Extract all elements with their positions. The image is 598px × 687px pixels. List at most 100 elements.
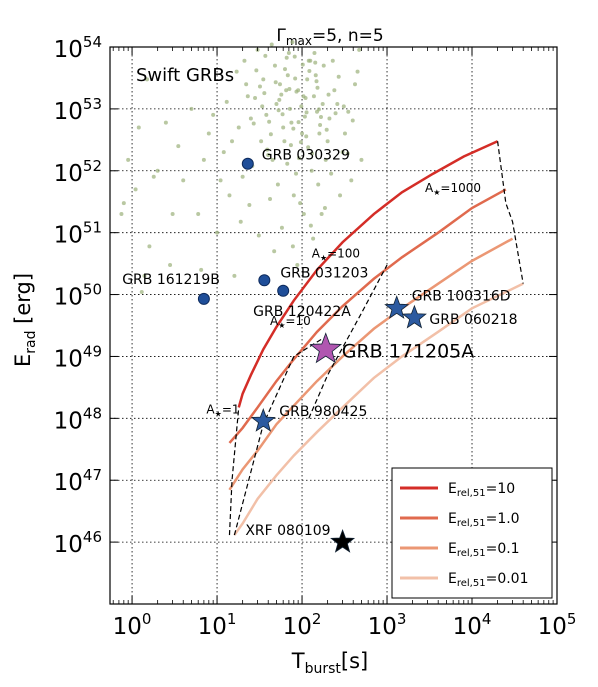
swift-grb-point bbox=[142, 273, 147, 278]
swift-grb-point bbox=[301, 212, 306, 217]
astar-label: A★=100 bbox=[312, 246, 360, 262]
swift-grb-point bbox=[274, 101, 279, 106]
swift-grb-point bbox=[318, 114, 323, 119]
title-sub: max bbox=[286, 34, 312, 48]
swift-grb-point bbox=[256, 233, 261, 238]
swift-grb-point bbox=[273, 80, 278, 85]
y-tick-label: 1047 bbox=[54, 466, 102, 496]
swift-grb-point bbox=[279, 92, 284, 97]
astar-label: A★=1000 bbox=[425, 181, 481, 197]
swift-grb-point bbox=[155, 168, 160, 173]
x-tick-label: 104 bbox=[453, 610, 492, 640]
swift-grb-point bbox=[254, 68, 259, 73]
swift-grb-point bbox=[275, 182, 280, 187]
plot-frame bbox=[109, 46, 558, 605]
swift-grb-point bbox=[211, 112, 216, 117]
swift-grb-point bbox=[267, 119, 272, 124]
swift-grb-point bbox=[236, 125, 241, 130]
swift-grb-point bbox=[266, 152, 271, 157]
swift-grb-point bbox=[244, 82, 249, 87]
swift-grb-point bbox=[277, 97, 282, 102]
y-tick-label: 1050 bbox=[54, 281, 102, 311]
swift-grb-point bbox=[316, 182, 321, 187]
swift-grb-point bbox=[304, 110, 309, 115]
swift-grb-point bbox=[253, 95, 258, 100]
title-gamma: Γ bbox=[276, 26, 286, 46]
x-tick-label: 102 bbox=[283, 610, 322, 640]
grb-point-label: GRB 120422A bbox=[253, 304, 351, 320]
legend-label: Erel,51=0.01 bbox=[448, 571, 529, 589]
swift-grb-point bbox=[359, 157, 364, 162]
swift-grb-point bbox=[176, 144, 181, 149]
astar-label: A★=1 bbox=[206, 402, 239, 418]
legend-label: Erel,51=10 bbox=[448, 481, 515, 499]
swift-grb-point bbox=[272, 249, 277, 254]
legend-box bbox=[391, 467, 553, 599]
swift-grb-point bbox=[311, 236, 316, 241]
swift-grb-point bbox=[320, 101, 325, 106]
swift-grb-point bbox=[288, 143, 293, 148]
swift-grb-point bbox=[277, 82, 282, 87]
grb-point bbox=[277, 284, 290, 297]
energy-curve-10 bbox=[237, 140, 499, 408]
swift-grb-point bbox=[268, 132, 273, 137]
swift-grb-point bbox=[247, 202, 252, 207]
swift-grb-point bbox=[286, 50, 291, 55]
swift-grb-point bbox=[330, 58, 335, 63]
swift-grb-point bbox=[307, 68, 312, 73]
x-axis-label: Tburst[s] bbox=[291, 649, 368, 677]
swift-grb-point bbox=[265, 147, 270, 152]
swift-grb-point bbox=[329, 171, 334, 176]
energy-curve-0.01 bbox=[233, 282, 524, 536]
swift-grb-point bbox=[257, 84, 262, 89]
swift-grb-point bbox=[292, 54, 297, 59]
y-tick-label: 1054 bbox=[54, 33, 102, 63]
swift-grb-point bbox=[126, 157, 131, 162]
swift-grb-point bbox=[316, 107, 321, 112]
swift-grb-point bbox=[121, 201, 126, 206]
grb-point-label: GRB 030329 bbox=[262, 148, 350, 164]
swift-grb-point bbox=[133, 187, 138, 192]
energy-curve-1.0 bbox=[228, 188, 507, 444]
grb-point bbox=[241, 157, 254, 170]
swift-grb-point bbox=[302, 114, 307, 119]
swift-grb-point bbox=[230, 139, 235, 144]
swift-grb-point bbox=[259, 139, 264, 144]
swift-grb-point bbox=[189, 106, 194, 111]
swift-grb-point bbox=[299, 104, 304, 109]
swift-grb-point bbox=[240, 174, 245, 179]
swift-grb-point bbox=[315, 85, 320, 90]
title-rest: =5, n=5 bbox=[312, 26, 384, 46]
swift-grb-point bbox=[323, 157, 328, 162]
grb-point-label: GRB 031203 bbox=[280, 265, 368, 281]
energy-curve-0.1 bbox=[228, 237, 514, 491]
swift-grb-point bbox=[291, 126, 296, 131]
swift-grb-point bbox=[224, 99, 229, 104]
swift-grb-point bbox=[251, 121, 256, 126]
swift-grb-point bbox=[336, 74, 341, 79]
swift-grb-point bbox=[139, 289, 144, 294]
legend-label: Erel,51=1.0 bbox=[448, 511, 520, 529]
swift-grb-point bbox=[279, 225, 284, 230]
y-tick-label: 1052 bbox=[54, 157, 102, 187]
swift-grb-point bbox=[309, 168, 314, 173]
swift-grb-point bbox=[232, 273, 237, 278]
swift-grb-point bbox=[291, 193, 296, 198]
swift-grb-point bbox=[269, 42, 274, 47]
swift-grb-point bbox=[221, 150, 226, 155]
swift-grb-point bbox=[290, 40, 295, 45]
y-tick-label: 1051 bbox=[54, 219, 102, 249]
y-tick-label: 1049 bbox=[54, 342, 102, 372]
swift-grb-point bbox=[261, 77, 266, 82]
swift-grb-point bbox=[201, 157, 206, 162]
swift-grb-point bbox=[163, 120, 168, 125]
swift-grb-point bbox=[196, 212, 201, 217]
swift-grb-point bbox=[308, 223, 313, 228]
swift-grb-point bbox=[272, 63, 277, 68]
star-marker bbox=[384, 295, 410, 319]
star-marker bbox=[309, 332, 343, 364]
grb-point bbox=[197, 292, 210, 305]
swift-grb-point bbox=[151, 174, 156, 179]
star-marker bbox=[250, 408, 276, 432]
